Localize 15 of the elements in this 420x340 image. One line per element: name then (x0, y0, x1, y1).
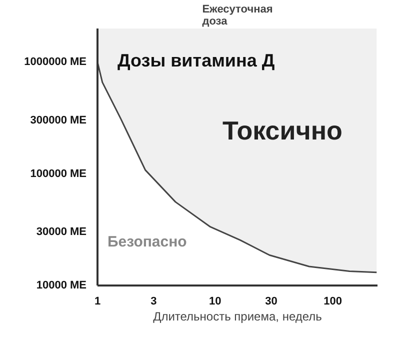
x-axis-title: Длительность приема, недель (153, 310, 322, 324)
x-tick-label: 30 (265, 296, 278, 308)
y-tick-label: 30000 МЕ (36, 226, 87, 238)
x-tick-label: 3 (150, 296, 157, 308)
text: Дозы витамина Д (118, 50, 275, 70)
annotation: Токсично (222, 116, 342, 146)
y-tick-label: 300000 МЕ (30, 114, 87, 127)
y-tick-label: 100000 МЕ (30, 168, 87, 180)
x-tick-label: 1 (94, 296, 101, 308)
annotation: Безопасно (108, 234, 187, 250)
y-tick-label: 10000 МЕ (36, 280, 87, 292)
x-tick-label: 100 (324, 296, 342, 308)
x-tick-label: 10 (209, 296, 222, 308)
y-axis-title: Ежесуточная доза (202, 4, 273, 28)
y-tick-label: 1000000 МЕ (24, 56, 87, 68)
